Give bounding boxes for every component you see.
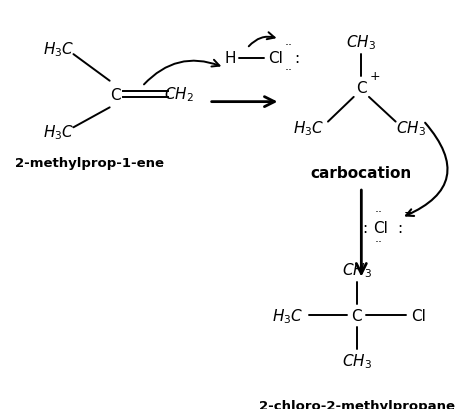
Text: $CH_3$: $CH_3$: [342, 261, 372, 279]
Text: $H_3C$: $H_3C$: [43, 40, 74, 58]
Text: C: C: [351, 308, 362, 323]
Text: $CH_3$: $CH_3$: [396, 119, 426, 137]
Text: ··: ··: [374, 235, 383, 248]
Text: carbocation: carbocation: [311, 166, 412, 181]
Text: Cl: Cl: [411, 308, 426, 323]
Text: :: :: [363, 220, 368, 235]
Text: −: −: [404, 207, 414, 220]
Text: :: :: [294, 51, 299, 66]
Text: :: :: [397, 220, 402, 235]
Text: $CH_2$: $CH_2$: [164, 85, 194, 104]
Text: ··: ··: [285, 39, 293, 52]
Text: 2-chloro-2-methylpropane: 2-chloro-2-methylpropane: [259, 399, 455, 409]
Text: $H_3C$: $H_3C$: [43, 124, 74, 142]
Text: Cl: Cl: [268, 51, 283, 66]
Text: 2-methylprop-1-ene: 2-methylprop-1-ene: [15, 157, 164, 170]
Text: Cl: Cl: [373, 220, 388, 235]
Text: ··: ··: [285, 64, 293, 76]
Text: $H_3C$: $H_3C$: [272, 306, 303, 325]
Text: H: H: [224, 51, 236, 66]
Text: $CH_3$: $CH_3$: [346, 34, 376, 52]
Text: C: C: [356, 81, 367, 96]
Text: +: +: [369, 70, 380, 83]
Text: $H_3C$: $H_3C$: [293, 119, 325, 137]
Text: C: C: [110, 87, 121, 102]
Text: ··: ··: [374, 206, 383, 219]
Text: $CH_3$: $CH_3$: [342, 352, 372, 371]
